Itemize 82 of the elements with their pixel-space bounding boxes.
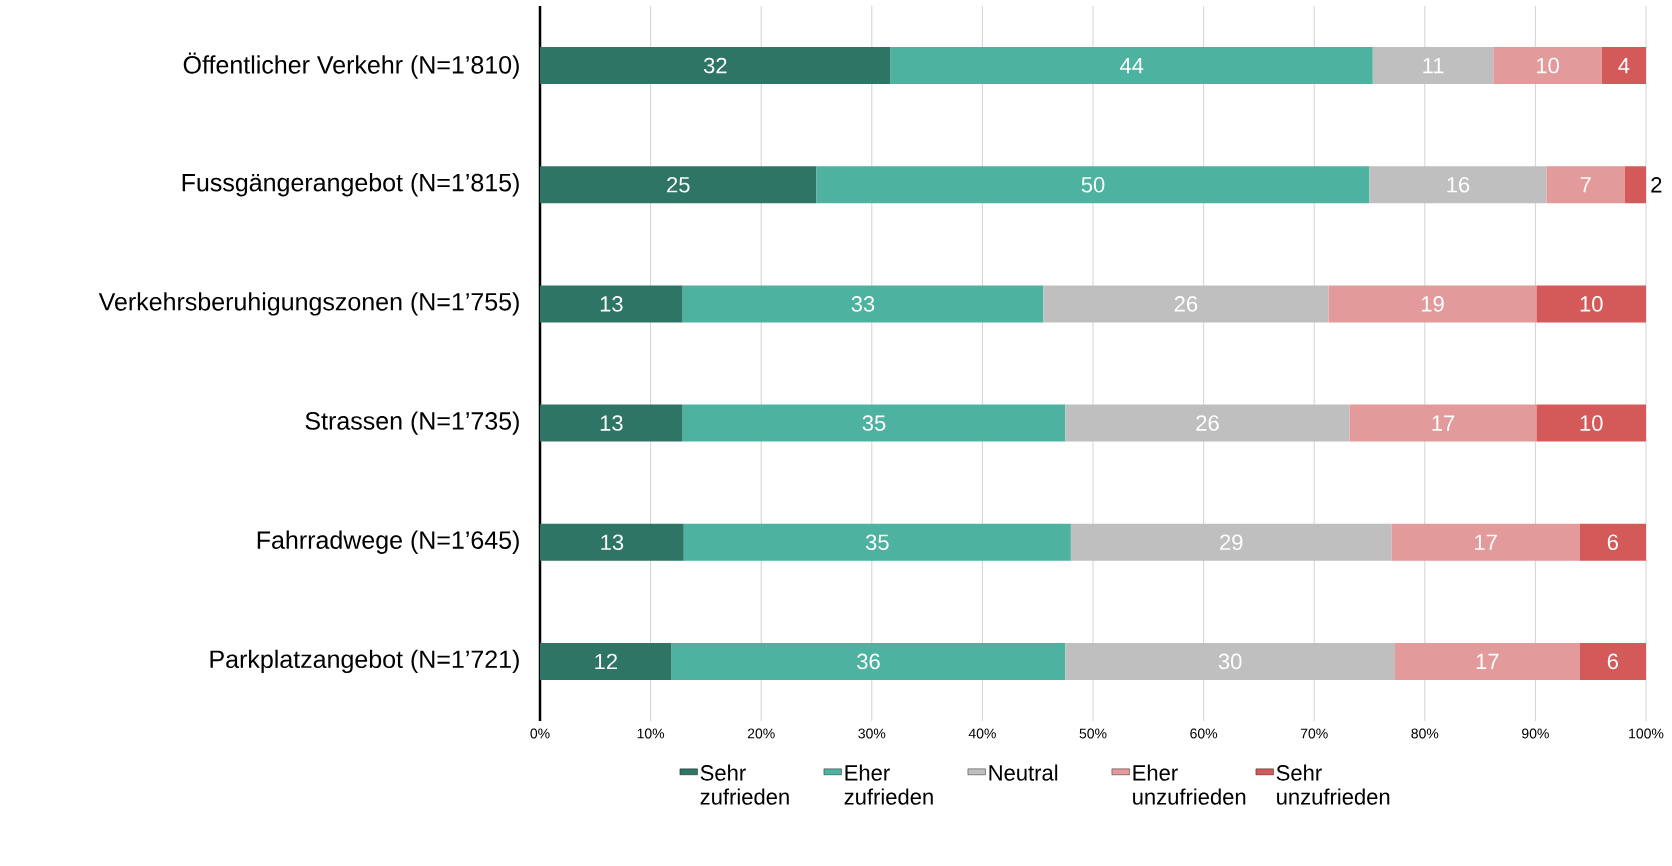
- bar: [1536, 285, 1646, 323]
- bar: [1579, 523, 1646, 561]
- y-tick-label: Verkehrsberuhigungszonen (N=1’755): [98, 292, 519, 316]
- data-label: 17: [1475, 534, 1497, 550]
- bar: [1369, 166, 1547, 204]
- bar: [540, 166, 817, 204]
- x-tick-label: 0%: [530, 728, 550, 739]
- bar: [1043, 285, 1329, 323]
- bar: [1624, 166, 1646, 204]
- x-tick-label: 50%: [1079, 728, 1107, 739]
- legend-label: Sehr zufrieden: [700, 764, 789, 805]
- data-label: 29: [1220, 534, 1243, 551]
- legend-label: Sehr unzufrieden: [1276, 764, 1390, 805]
- data-label: 32: [703, 57, 727, 74]
- data-label: 17: [1476, 653, 1499, 669]
- bar: [1579, 642, 1646, 680]
- x-tick-label: 60%: [1190, 728, 1218, 739]
- data-label: 6: [1607, 653, 1618, 670]
- bar: [890, 47, 1373, 85]
- x-tick-label: 100%: [1629, 728, 1664, 739]
- bar: [1065, 642, 1395, 680]
- y-tick-label: Fahrradwege (N=1’645): [257, 530, 519, 554]
- data-label: 36: [857, 653, 880, 670]
- bar: [1536, 404, 1646, 442]
- x-tick-label: 30%: [858, 728, 886, 739]
- legend-label: Eher zufrieden: [844, 764, 933, 805]
- data-label: 10: [1580, 415, 1603, 431]
- x-tick-label: 20%: [747, 728, 775, 739]
- x-tick-label: 90%: [1522, 728, 1549, 739]
- data-label: 13: [600, 415, 623, 431]
- data-label: 26: [1174, 296, 1198, 312]
- x-tick-label: 70%: [1300, 728, 1328, 739]
- x-tick-label: 80%: [1411, 728, 1439, 739]
- bar: [1065, 404, 1350, 442]
- data-label: 19: [1421, 296, 1444, 312]
- data-label: 16: [1447, 176, 1470, 193]
- bar: [816, 166, 1370, 204]
- data-label: 10: [1537, 57, 1559, 74]
- data-label: 7: [1580, 177, 1591, 193]
- bar: [1391, 523, 1580, 561]
- bar: [1394, 642, 1580, 680]
- x-tick-label: 10%: [637, 728, 665, 739]
- data-label: 11: [1423, 58, 1444, 74]
- bar: [1349, 404, 1537, 442]
- legend-label: Neutral: [989, 764, 1058, 781]
- data-label: 2: [1651, 177, 1662, 193]
- y-tick-label: Parkplatzangebot (N=1’721): [210, 649, 519, 674]
- bar: [1546, 166, 1625, 204]
- bar: [1601, 47, 1646, 85]
- data-label: 25: [667, 176, 690, 193]
- bar: [540, 404, 683, 442]
- bar: [1372, 47, 1494, 85]
- bar: [682, 404, 1066, 442]
- x-tick-label: 40%: [968, 728, 996, 739]
- data-label: 44: [1119, 58, 1144, 74]
- bar: [540, 642, 672, 680]
- data-label: 13: [601, 534, 624, 551]
- bar: [1493, 47, 1602, 85]
- bar: [540, 523, 684, 561]
- data-label: 33: [851, 296, 875, 312]
- data-label: 4: [1618, 58, 1630, 74]
- y-tick-label: Öffentlicher Verkehr (N=1’810): [183, 52, 519, 79]
- data-label: 17: [1432, 415, 1455, 431]
- data-label: 50: [1081, 176, 1105, 193]
- bar: [1328, 285, 1537, 323]
- bar: [683, 523, 1071, 561]
- data-label: 35: [865, 534, 889, 551]
- data-label: 30: [1218, 653, 1242, 670]
- data-label: 10: [1580, 296, 1603, 312]
- y-tick-label: Strassen (N=1’735): [305, 411, 519, 435]
- y-tick-label: Fussgängerangebot (N=1’815): [182, 173, 519, 197]
- bar: [1070, 523, 1392, 561]
- data-label: 13: [600, 296, 623, 312]
- data-label: 12: [595, 653, 617, 670]
- bar: [682, 285, 1044, 323]
- data-label: 35: [862, 415, 886, 431]
- legend-label: Eher unzufrieden: [1133, 764, 1246, 805]
- bar: [540, 47, 891, 85]
- data-label: 26: [1196, 415, 1219, 431]
- bar: [540, 285, 683, 323]
- bar: [671, 642, 1066, 680]
- data-label: 6: [1607, 534, 1618, 551]
